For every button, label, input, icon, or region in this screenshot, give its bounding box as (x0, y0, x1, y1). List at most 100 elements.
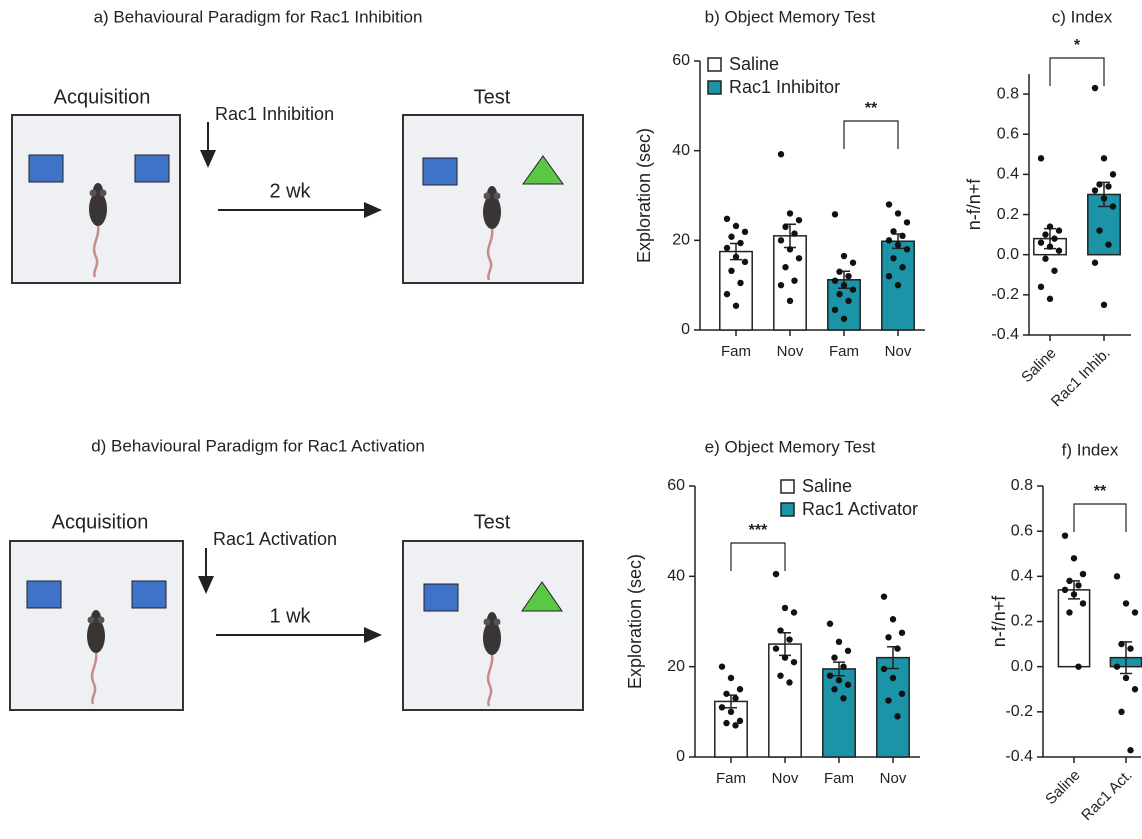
chart-title: b) Object Memory Test (705, 7, 876, 26)
data-point (1075, 663, 1081, 669)
data-point (742, 229, 748, 235)
data-point (732, 695, 738, 701)
data-point (886, 273, 892, 279)
y-axis-label: n-f/n+f (989, 595, 1009, 648)
data-point (840, 695, 846, 701)
data-point (904, 219, 910, 225)
y-tick-label: 0.8 (1011, 477, 1033, 494)
data-point (895, 242, 901, 248)
data-point (728, 268, 734, 274)
y-tick-label: 0.0 (997, 246, 1019, 263)
object (423, 158, 457, 185)
data-point (1047, 223, 1053, 229)
y-tick-label: 60 (672, 52, 690, 69)
data-point (1066, 609, 1072, 615)
data-point (1051, 235, 1057, 241)
data-point (737, 280, 743, 286)
data-point (841, 316, 847, 322)
interval-label: 1 wk (269, 605, 311, 627)
chart: c) Indexn-f/n+f-0.4-0.20.00.20.40.60.8Sa… (964, 7, 1131, 410)
significance-label: ** (865, 100, 878, 117)
x-tick-label: Nov (880, 770, 907, 787)
object (132, 581, 166, 608)
chart-title: e) Object Memory Test (705, 437, 876, 456)
data-point (895, 282, 901, 288)
data-point (723, 720, 729, 726)
data-point (733, 303, 739, 309)
box-label: Acquisition (54, 86, 151, 108)
data-point (1096, 181, 1102, 187)
data-point (831, 654, 837, 660)
object (27, 581, 61, 608)
legend-label: Saline (802, 476, 852, 496)
data-point (845, 682, 851, 688)
data-point (1075, 582, 1081, 588)
x-tick-label: Fam (824, 770, 854, 787)
data-point (899, 264, 905, 270)
data-point (899, 630, 905, 636)
y-tick-label: 20 (667, 658, 685, 675)
data-point (841, 253, 847, 259)
data-point (724, 291, 730, 297)
data-point (841, 282, 847, 288)
significance-label: ** (1094, 483, 1107, 500)
box-label: Test (474, 86, 511, 108)
data-point (1062, 532, 1068, 538)
chart: e) Object Memory Test Exploration (sec) 0 2… (625, 437, 920, 786)
data-point (1101, 195, 1107, 201)
diagram-title: a) Behavioural Paradigm for Rac1 Inhibit… (94, 7, 423, 26)
data-point (1110, 203, 1116, 209)
data-point (786, 636, 792, 642)
box-label: Test (474, 511, 511, 533)
legend-label: Rac1 Activator (802, 499, 918, 519)
data-point (782, 654, 788, 660)
y-tick-label: 0.4 (997, 166, 1019, 183)
data-point (1051, 268, 1057, 274)
data-point (840, 663, 846, 669)
data-point (890, 616, 896, 622)
data-point (1105, 241, 1111, 247)
data-point (791, 277, 797, 283)
data-point (791, 609, 797, 615)
y-tick-label: 0 (676, 748, 685, 765)
data-point (895, 210, 901, 216)
significance-bracket (844, 121, 898, 149)
data-point (1056, 247, 1062, 253)
treatment-label: Rac1 Activation (213, 529, 337, 549)
data-point (850, 260, 856, 266)
y-axis-label: Exploration (sec) (625, 554, 645, 689)
data-point (890, 675, 896, 681)
y-tick-label: 0.6 (997, 125, 1019, 142)
data-point (1062, 587, 1068, 593)
data-point (778, 151, 784, 157)
data-point (1038, 155, 1044, 161)
object (424, 584, 458, 611)
data-point (1071, 591, 1077, 597)
y-tick-label: -0.2 (1005, 703, 1033, 720)
data-point (894, 645, 900, 651)
data-point (1127, 645, 1133, 651)
data-point (1038, 239, 1044, 245)
data-point (886, 237, 892, 243)
data-point (737, 240, 743, 246)
data-point (1071, 555, 1077, 561)
data-point (845, 298, 851, 304)
legend-swatch (781, 480, 794, 493)
significance-label: *** (749, 522, 768, 539)
data-point (836, 291, 842, 297)
data-point (782, 605, 788, 611)
data-point (1132, 609, 1138, 615)
data-point (719, 663, 725, 669)
data-point (791, 230, 797, 236)
x-tick-label: Rac1 Inhib. (1048, 345, 1114, 411)
y-tick-label: -0.4 (991, 326, 1019, 343)
data-point (719, 704, 725, 710)
data-point (782, 264, 788, 270)
y-tick-label: 0.8 (997, 85, 1019, 102)
data-point (832, 307, 838, 313)
data-point (791, 659, 797, 665)
chart: f) Indexn-f/n+f-0.4-0.20.00.20.40.60.8Sa… (989, 440, 1142, 824)
data-point (836, 639, 842, 645)
data-point (832, 211, 838, 217)
